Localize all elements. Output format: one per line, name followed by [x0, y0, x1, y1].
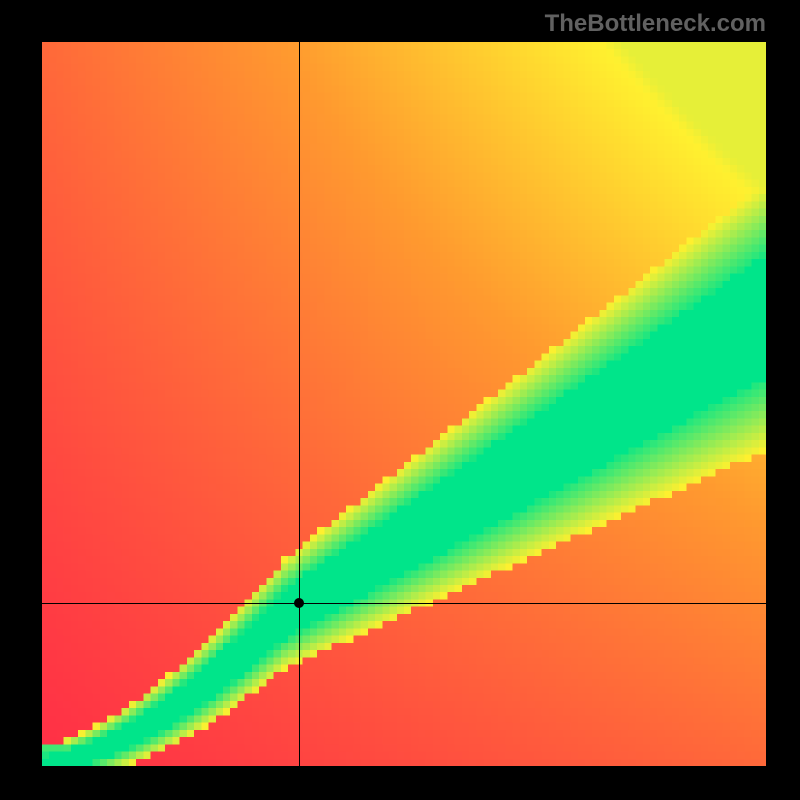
crosshair-vertical	[299, 42, 300, 766]
watermark-text: TheBottleneck.com	[545, 10, 766, 38]
heatmap-plot	[42, 42, 766, 766]
heatmap-canvas	[42, 42, 766, 766]
crosshair-horizontal	[42, 603, 766, 604]
